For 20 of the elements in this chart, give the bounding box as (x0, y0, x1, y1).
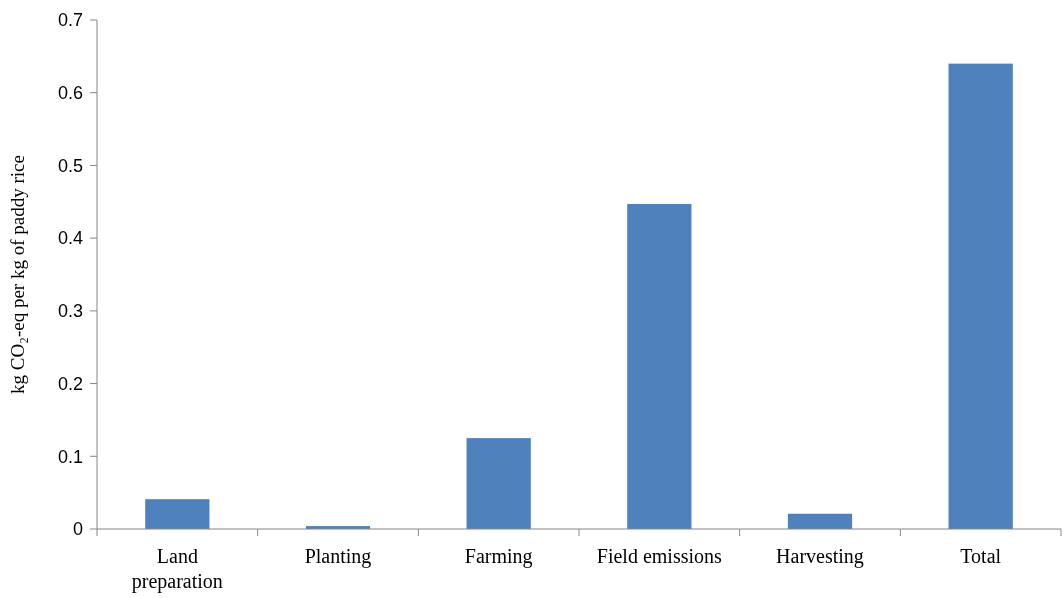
y-tick-label: 0.3 (57, 301, 83, 322)
bar (627, 203, 692, 529)
bar (466, 438, 531, 529)
bar (948, 63, 1013, 529)
x-tick-label: Farming (464, 545, 533, 568)
bar (145, 499, 210, 529)
y-tick-label: 0.4 (57, 228, 83, 249)
y-tick-label: 0 (72, 519, 83, 540)
x-tick-label: Land preparation (131, 545, 223, 593)
y-tick-label: 0.2 (57, 373, 83, 394)
x-tick-label: Total (960, 545, 1002, 567)
x-tick-label: Field emissions (596, 545, 723, 567)
y-axis-title: kg CO₂-eq per kg of paddy rice (7, 155, 28, 394)
y-tick-label: 0.6 (57, 83, 83, 104)
x-tick-label: Harvesting (776, 545, 864, 568)
y-tick-label: 0.1 (57, 446, 83, 467)
x-tick-label: Planting (304, 545, 372, 568)
y-tick-label: 0.7 (57, 10, 83, 31)
bar (787, 513, 853, 529)
y-tick-label: 0.5 (57, 155, 83, 176)
